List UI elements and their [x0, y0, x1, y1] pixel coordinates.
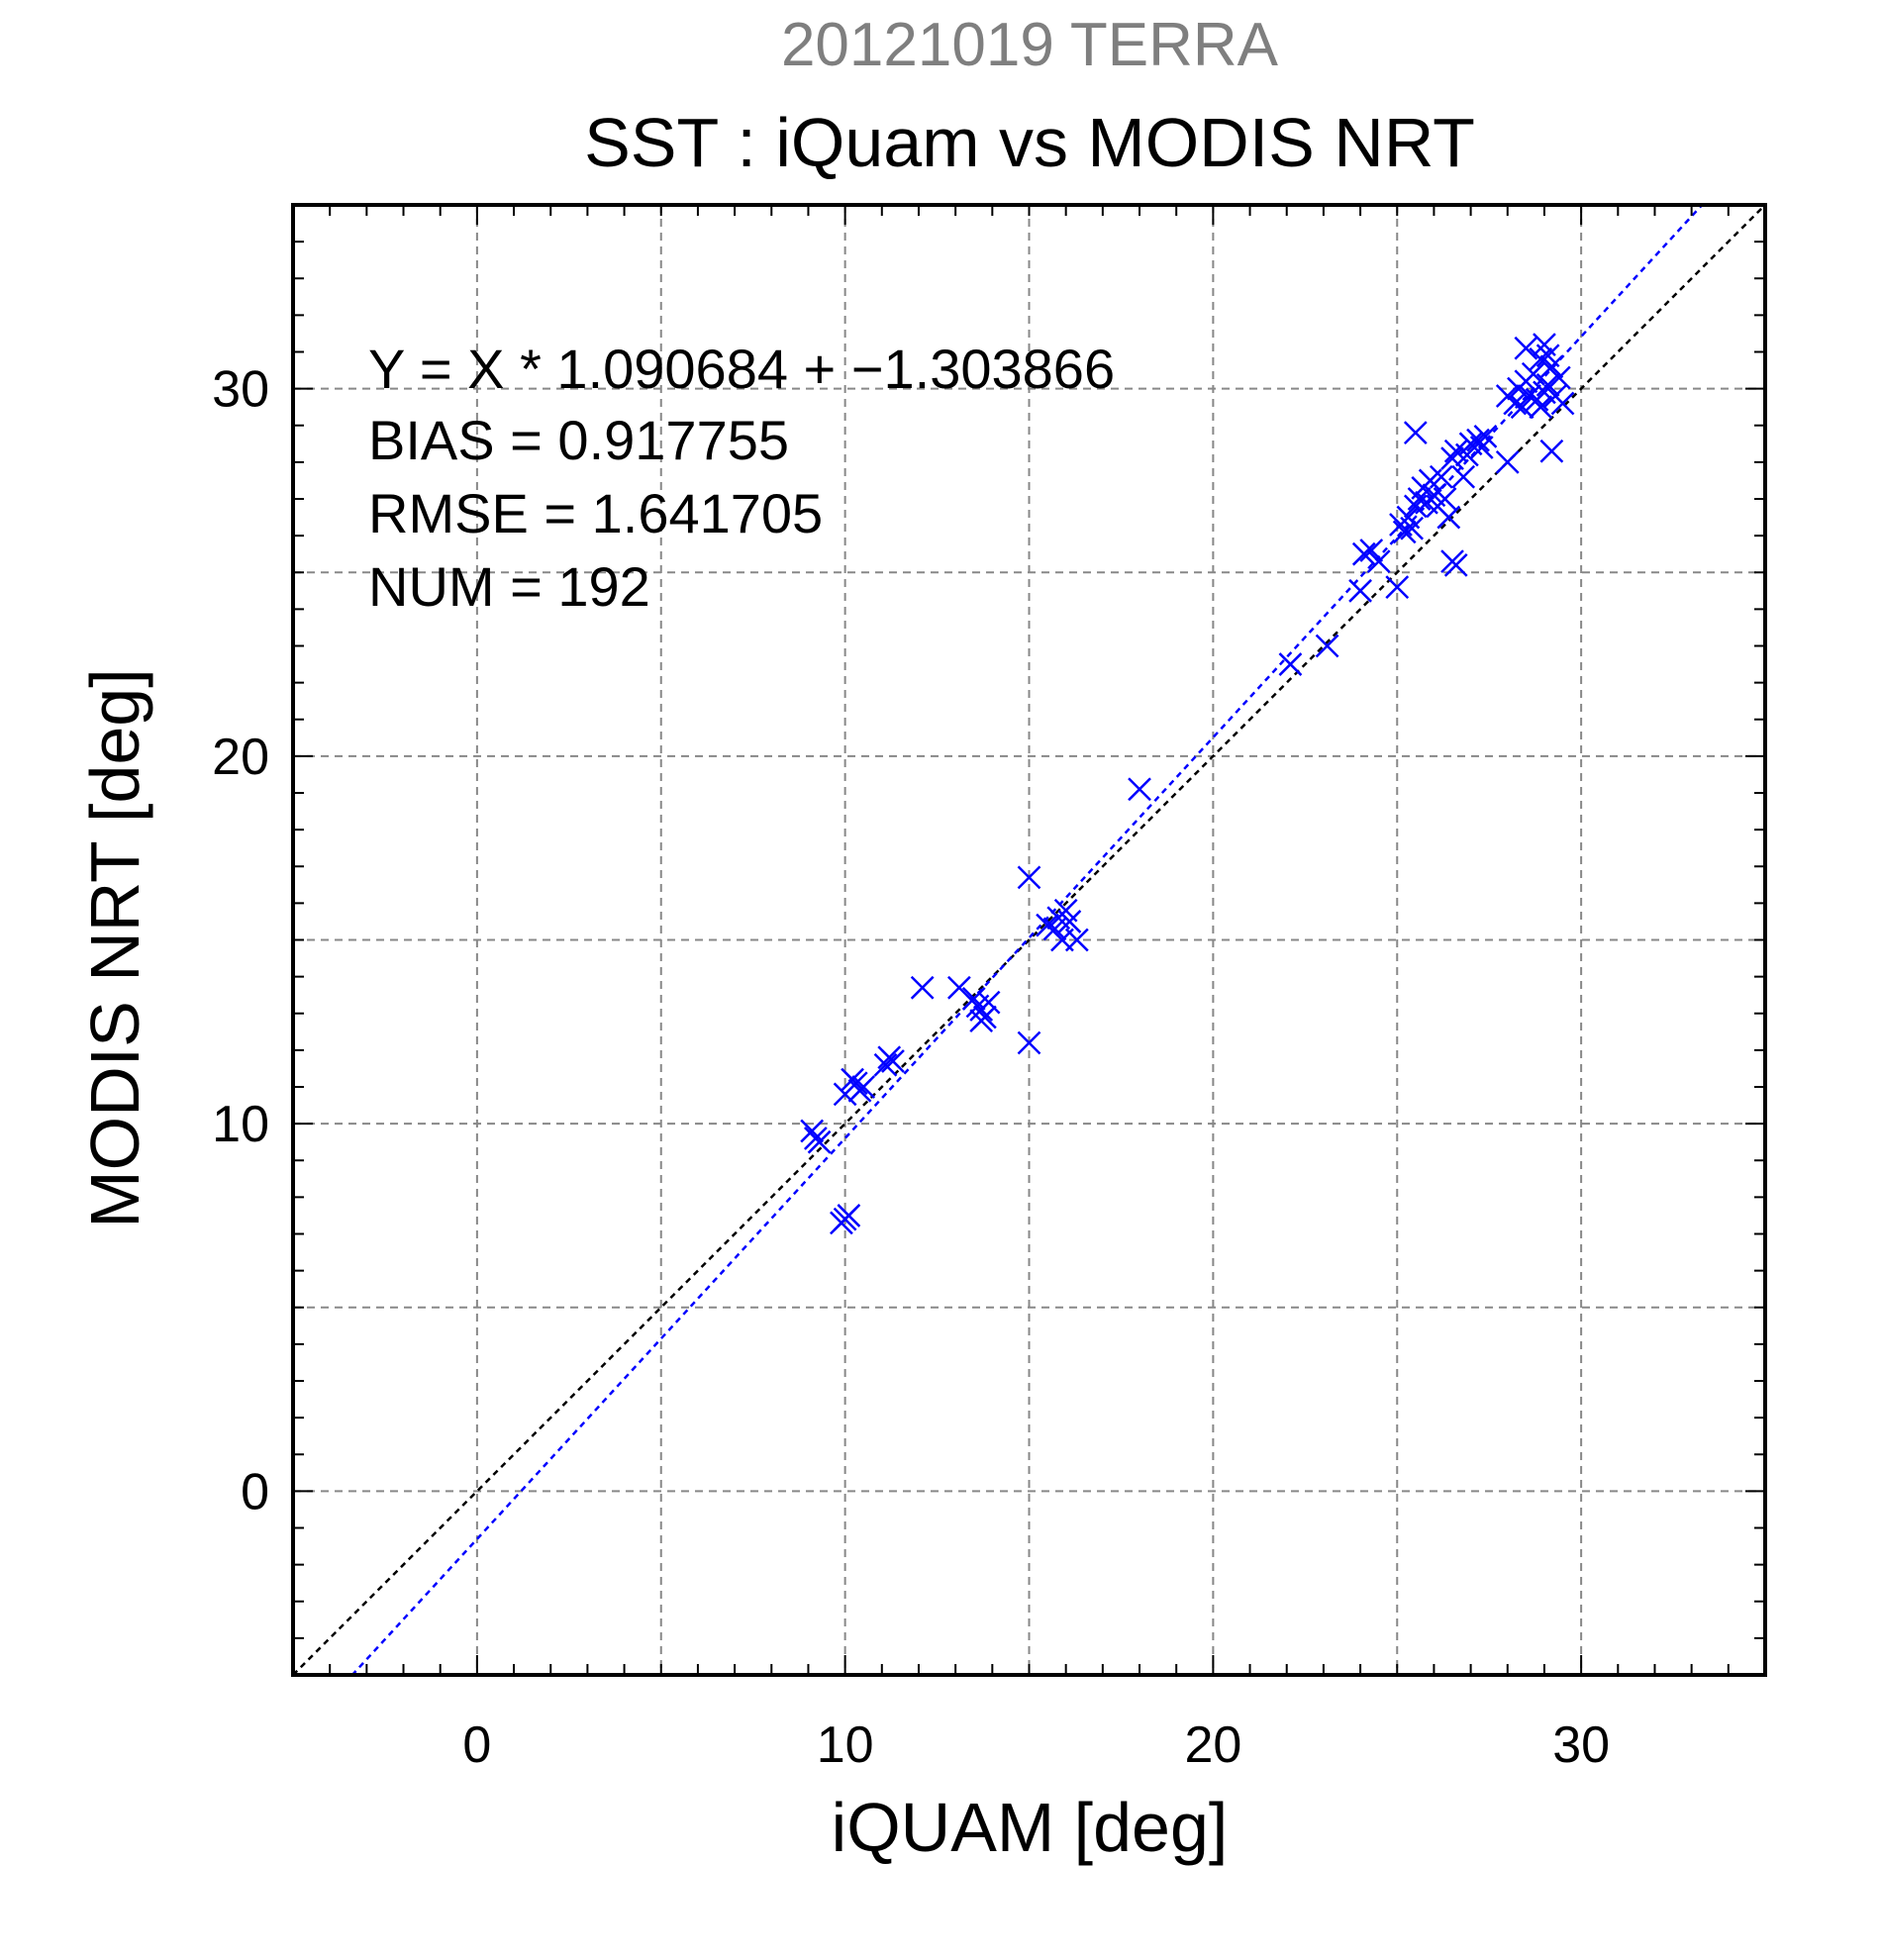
data-points — [800, 333, 1575, 1235]
x-tick-label: 30 — [1552, 1716, 1610, 1774]
data-point — [1550, 391, 1575, 416]
data-point — [1503, 391, 1528, 416]
x-tick-label: 0 — [462, 1716, 491, 1774]
data-point — [1315, 634, 1339, 658]
data-point — [1546, 365, 1571, 390]
data-point — [1443, 552, 1468, 577]
regression-lines — [293, 205, 1765, 1675]
data-point — [946, 975, 971, 1000]
x-tick-label: 20 — [1184, 1716, 1241, 1774]
num-stat: NUM = 192 — [368, 555, 650, 618]
data-point — [1366, 549, 1391, 573]
chart-title: SST : iQuam vs MODIS NRT — [584, 104, 1475, 181]
axis-ticks: 0 10 20 30 0 10 20 30 — [212, 205, 1765, 1774]
data-point — [1539, 439, 1564, 463]
data-point — [1440, 446, 1464, 471]
data-point — [1429, 464, 1453, 489]
data-point — [1529, 347, 1553, 371]
data-point — [1385, 575, 1410, 599]
data-point — [1535, 373, 1560, 397]
data-point — [1392, 520, 1417, 544]
data-point — [1359, 539, 1384, 562]
data-point — [873, 1052, 898, 1077]
y-tick-label: 20 — [212, 729, 269, 786]
data-point — [1473, 425, 1498, 448]
data-point — [1064, 928, 1089, 952]
fit-statistics: Y = X * 1.090684 + −1.303866 BIAS = 0.91… — [368, 338, 1115, 618]
data-point — [1400, 516, 1425, 540]
regression-line — [350, 205, 1704, 1675]
data-point — [1348, 578, 1372, 603]
rmse-stat: RMSE = 1.641705 — [368, 482, 823, 544]
data-point — [1403, 421, 1428, 445]
data-point — [1466, 428, 1490, 452]
data-point — [800, 1119, 825, 1143]
y-axis-label: MODIS NRT [deg] — [76, 668, 153, 1227]
y-tick-label: 10 — [212, 1096, 269, 1153]
x-axis-label: iQUAM [deg] — [832, 1789, 1229, 1866]
data-point — [1451, 464, 1476, 489]
data-point — [1514, 336, 1538, 360]
bias-stat: BIAS = 0.917755 — [368, 409, 789, 471]
data-point — [1057, 910, 1082, 933]
data-point — [1017, 1030, 1041, 1055]
regression-equation: Y = X * 1.090684 + −1.303866 — [368, 338, 1115, 400]
data-point — [1529, 395, 1553, 420]
data-point — [1278, 652, 1303, 676]
data-point — [1436, 505, 1461, 530]
data-point — [881, 1049, 905, 1073]
data-point — [1495, 449, 1520, 474]
data-point — [961, 987, 986, 1011]
data-point — [1521, 361, 1545, 386]
data-point — [830, 1211, 853, 1235]
data-point — [1510, 395, 1534, 420]
data-point — [807, 1129, 832, 1154]
identity-line — [293, 205, 1765, 1675]
data-point — [841, 1067, 864, 1092]
data-point — [851, 1075, 876, 1099]
data-point — [976, 990, 1001, 1015]
data-point — [1017, 865, 1041, 890]
data-point — [1535, 343, 1560, 368]
x-tick-label: 10 — [817, 1716, 874, 1774]
data-point — [910, 975, 935, 1000]
y-tick-label: 30 — [212, 361, 269, 419]
data-point — [1433, 487, 1457, 511]
data-point — [1128, 777, 1151, 802]
data-point — [969, 1009, 994, 1033]
data-point — [1351, 541, 1376, 566]
chart-supertitle: 20121019 TERRA — [781, 11, 1279, 79]
y-tick-label: 0 — [241, 1463, 269, 1520]
